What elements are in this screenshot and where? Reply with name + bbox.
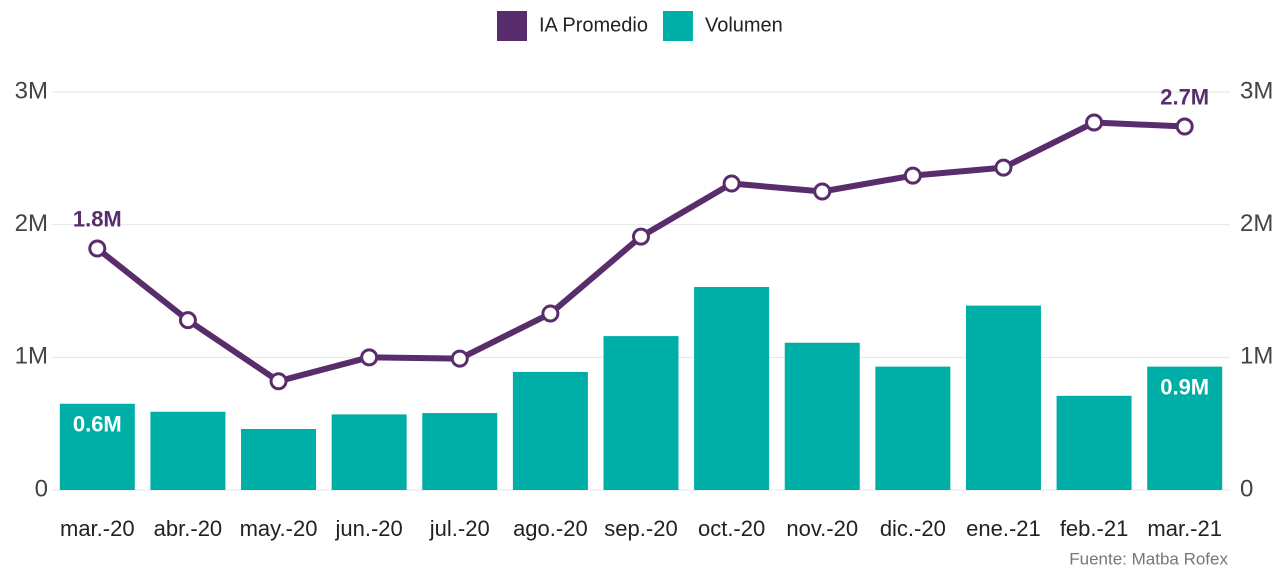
bar [59, 403, 135, 490]
bar [875, 366, 951, 490]
legend-swatch [497, 11, 527, 41]
x-tick-label: jun.-20 [335, 516, 403, 541]
line-point [722, 174, 741, 193]
line-value-label: 1.8M [73, 206, 122, 231]
x-tick-label: jul.-20 [429, 516, 490, 541]
line-point [813, 182, 832, 201]
line-point [903, 166, 922, 185]
line-point [88, 239, 107, 258]
bar [603, 336, 679, 490]
legend-swatch [662, 11, 693, 41]
line-point [632, 227, 650, 246]
line-point [178, 311, 197, 330]
x-tick-label: ene.-21 [966, 516, 1041, 541]
x-tick-label: nov.-20 [786, 516, 858, 541]
x-tick-label: mar.-20 [60, 516, 135, 541]
bar [694, 287, 770, 490]
bar [331, 414, 407, 490]
bar [784, 342, 860, 490]
line-point [994, 158, 1013, 177]
line-point [541, 304, 560, 323]
bar-value-label: 0.6M [73, 412, 122, 437]
line-point [360, 348, 379, 367]
line-point [1175, 117, 1194, 136]
y-tick-label: 2M [15, 210, 48, 237]
y-tick-label: 3M [15, 77, 48, 104]
source-note: Fuente: Matba Rofex [1069, 549, 1228, 568]
x-tick-label: may.-20 [240, 516, 318, 541]
x-tick-label: sep.-20 [604, 516, 677, 541]
bar [1147, 366, 1223, 490]
line-point [269, 372, 288, 391]
x-tick-label: mar.-21 [1147, 516, 1222, 541]
y2-tick-label: 3M [1240, 77, 1273, 104]
x-tick-label: feb.-21 [1060, 516, 1129, 541]
y2-tick-label: 2M [1240, 210, 1273, 237]
y-tick-label: 0 [35, 475, 48, 502]
bar [965, 305, 1041, 490]
x-tick-label: oct.-20 [698, 516, 765, 541]
line-point [450, 349, 469, 368]
legend-label: Volumen [705, 14, 783, 36]
x-tick-label: dic.-20 [880, 516, 946, 541]
bar [422, 413, 498, 490]
bar [150, 411, 226, 490]
x-tick-label: abr.-20 [154, 516, 223, 541]
line-value-label: 2.7M [1160, 84, 1209, 109]
bar [512, 371, 588, 490]
bar-value-label: 0.9M [1160, 374, 1209, 399]
bar [1056, 395, 1132, 490]
y2-tick-label: 1M [1240, 343, 1273, 370]
y-tick-label: 1M [15, 343, 48, 370]
line-point [1085, 113, 1104, 132]
x-tick-label: ago.-20 [513, 516, 588, 541]
legend-label: IA Promedio [539, 14, 648, 36]
bar [241, 428, 317, 490]
y2-tick-label: 0 [1240, 475, 1253, 502]
